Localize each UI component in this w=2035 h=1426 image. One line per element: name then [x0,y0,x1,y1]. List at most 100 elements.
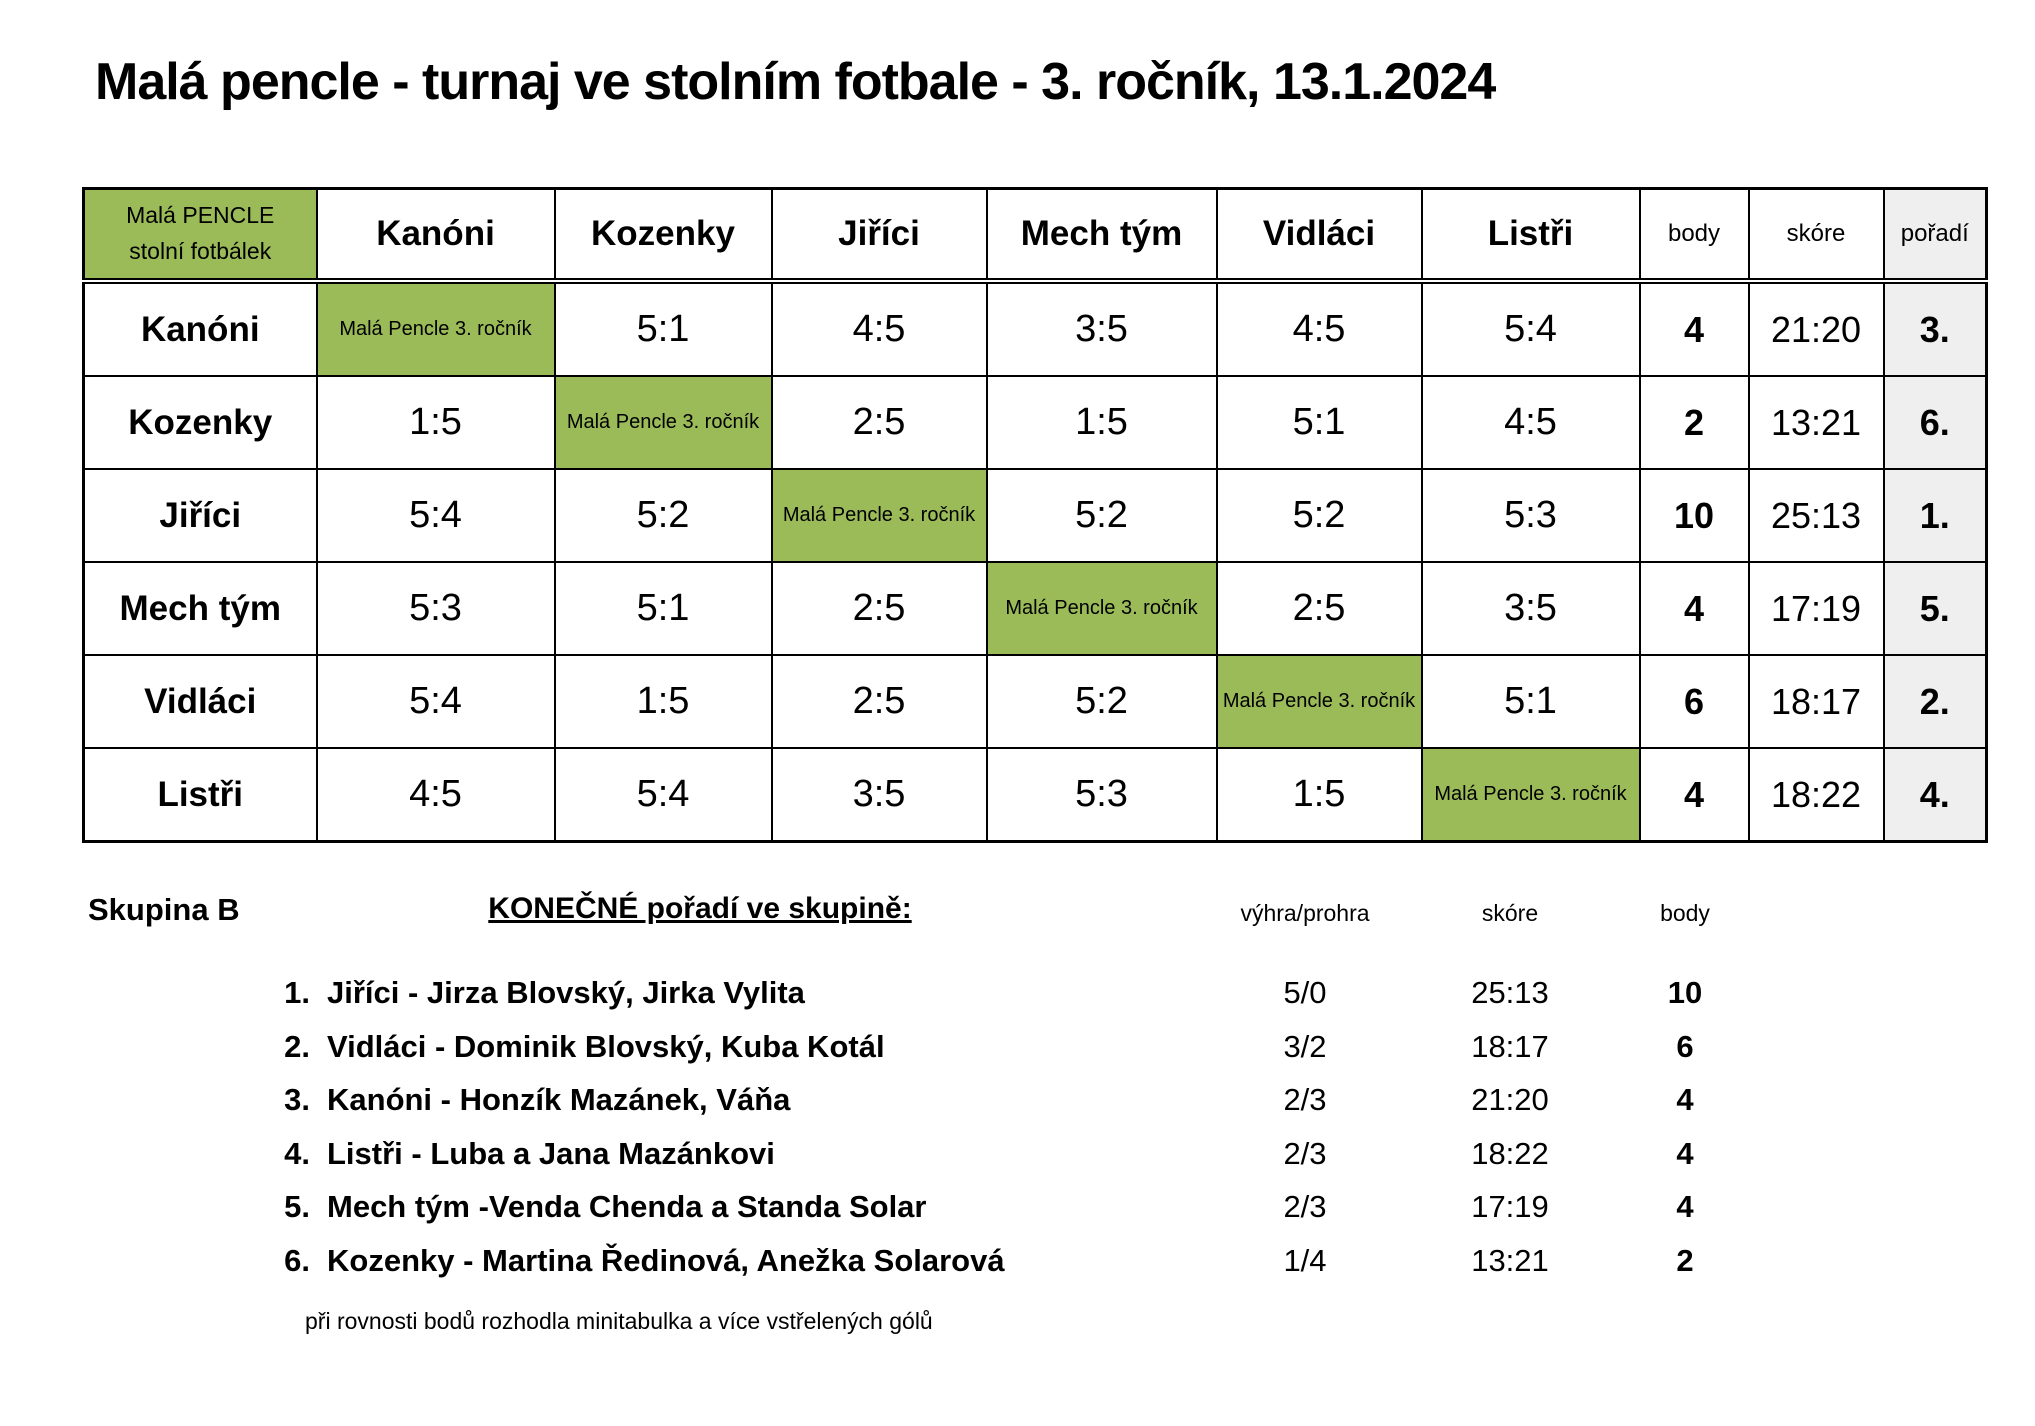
points-cell: 4 [1638,747,1750,843]
diagonal-cell: Malá Pencle 3. ročník [1215,654,1423,749]
column-header-kozenky: Kozenky [553,187,773,284]
standings-colheader-win-loss: výhra/prohra [1240,900,1370,926]
score-cell: 17:19 [1747,561,1885,656]
matrix-cell: 3:5 [1420,561,1641,656]
standings-section: Skupina B KONEČNÉ pořadí ve skupině: výh… [0,880,2035,1426]
tiebreak-footnote: při rovnosti bodů rozhodla minitabulka a… [305,1308,933,1334]
points-value: 2 [1676,1243,1694,1278]
standings-row-2: 2. Vidláci - Dominik Blovský, Kuba Kotál… [0,1029,2035,1079]
points-cell: 2 [1638,375,1750,470]
points-value: 6 [1676,1029,1694,1064]
score-cell: 21:20 [1747,280,1885,377]
matrix-cell: 5:4 [553,747,773,843]
team-and-players: Kanóni - Honzík Mazánek, Váňa [327,1082,791,1117]
score-cell: 18:17 [1747,654,1885,749]
diagonal-cell: Malá Pencle 3. ročník [770,468,988,563]
column-header-listri: Listři [1420,187,1641,284]
table-row-jirici: Jiříci 5:4 5:2 Malá Pencle 3. ročník 5:2… [82,468,1988,563]
matrix-cell: 5:3 [985,747,1218,843]
win-loss-value: 1/4 [1283,1243,1327,1278]
win-loss-value: 5/0 [1283,975,1327,1010]
score-value: 17:19 [1471,1189,1549,1224]
rank-number: 5. [284,1189,310,1224]
score-value: 18:17 [1471,1029,1549,1064]
crosstable-header-row: Malá PENCLE stolní fotbálek Kanóni Kozen… [82,187,1988,284]
matrix-cell: 3:5 [770,747,988,843]
matrix-cell: 2:5 [770,654,988,749]
standings-row-5: 5. Mech tým -Venda Chenda a Standa Solar… [0,1189,2035,1239]
matrix-cell: 4:5 [1215,280,1423,377]
matrix-cell: 1:5 [1215,747,1423,843]
points-cell: 10 [1638,468,1750,563]
column-header-body: body [1638,187,1750,284]
row-header-kanoni: Kanóni [82,280,318,377]
matrix-cell: 4:5 [1420,375,1641,470]
score-cell: 25:13 [1747,468,1885,563]
table-row-kanoni: Kanóni Malá Pencle 3. ročník 5:1 4:5 3:5… [82,280,1988,377]
points-cell: 6 [1638,654,1750,749]
standings-row-1: 1. Jiříci - Jirza Blovský, Jirka Vylita … [0,975,2035,1025]
standings-row-3: 3. Kanóni - Honzík Mazánek, Váňa 2/3 21:… [0,1082,2035,1132]
win-loss-value: 3/2 [1283,1029,1327,1064]
column-header-poradi: pořadí [1882,187,1988,284]
standings-row-6: 6. Kozenky - Martina Ředinová, Anežka So… [0,1243,2035,1293]
row-header-mech-tym: Mech tým [82,561,318,656]
rank-cell: 3. [1882,280,1988,377]
table-row-kozenky: Kozenky 1:5 Malá Pencle 3. ročník 2:5 1:… [82,375,1988,470]
crosstable: Malá PENCLE stolní fotbálek Kanóni Kozen… [82,187,1988,843]
table-corner-cell: Malá PENCLE stolní fotbálek [82,187,318,284]
score-value: 13:21 [1471,1243,1549,1278]
score-cell: 13:21 [1747,375,1885,470]
matrix-cell: 5:2 [985,654,1218,749]
matrix-cell: 5:1 [553,561,773,656]
standings-heading: KONEČNÉ pořadí ve skupině: [488,892,912,925]
matrix-cell: 5:3 [1420,468,1641,563]
score-cell: 18:22 [1747,747,1885,843]
team-and-players: Kozenky - Martina Ředinová, Anežka Solar… [327,1243,1005,1278]
column-header-vidlaci: Vidláci [1215,187,1423,284]
diagonal-cell: Malá Pencle 3. ročník [1420,747,1641,843]
matrix-cell: 5:3 [315,561,556,656]
rank-cell: 6. [1882,375,1988,470]
column-header-jirici: Jiříci [770,187,988,284]
matrix-cell: 5:4 [315,654,556,749]
rank-number: 4. [284,1136,310,1171]
team-and-players: Jiříci - Jirza Blovský, Jirka Vylita [327,975,805,1010]
row-header-vidlaci: Vidláci [82,654,318,749]
score-value: 21:20 [1471,1082,1549,1117]
row-header-kozenky: Kozenky [82,375,318,470]
matrix-cell: 2:5 [770,375,988,470]
rank-cell: 1. [1882,468,1988,563]
standings-colheader-points: body [1660,900,1710,926]
rank-number: 6. [284,1243,310,1278]
standings-row-4: 4. Listři - Luba a Jana Mazánkovi 2/3 18… [0,1136,2035,1186]
matrix-cell: 1:5 [315,375,556,470]
diagonal-cell: Malá Pencle 3. ročník [553,375,773,470]
row-header-listri: Listři [82,747,318,843]
rank-number: 1. [284,975,310,1010]
matrix-cell: 5:4 [1420,280,1641,377]
team-and-players: Listři - Luba a Jana Mazánkovi [327,1136,775,1171]
row-header-jirici: Jiříci [82,468,318,563]
group-label: Skupina B [88,892,240,927]
matrix-cell: 1:5 [553,654,773,749]
corner-line-1: Malá PENCLE [126,202,275,229]
rank-cell: 5. [1882,561,1988,656]
column-header-mech-tym: Mech tým [985,187,1218,284]
team-and-players: Mech tým -Venda Chenda a Standa Solar [327,1189,927,1224]
standings-colheader-score: skóre [1481,900,1539,926]
table-row-listri: Listři 4:5 5:4 3:5 5:3 1:5 Malá Pencle 3… [82,747,1988,843]
rank-number: 3. [284,1082,310,1117]
matrix-cell: 5:1 [1215,375,1423,470]
matrix-cell: 2:5 [770,561,988,656]
score-value: 18:22 [1471,1136,1549,1171]
points-cell: 4 [1638,280,1750,377]
column-header-skore: skóre [1747,187,1885,284]
matrix-cell: 3:5 [985,280,1218,377]
matrix-cell: 5:1 [1420,654,1641,749]
points-value: 4 [1676,1136,1694,1171]
matrix-cell: 1:5 [985,375,1218,470]
rank-cell: 4. [1882,747,1988,843]
table-row-vidlaci: Vidláci 5:4 1:5 2:5 5:2 Malá Pencle 3. r… [82,654,1988,749]
